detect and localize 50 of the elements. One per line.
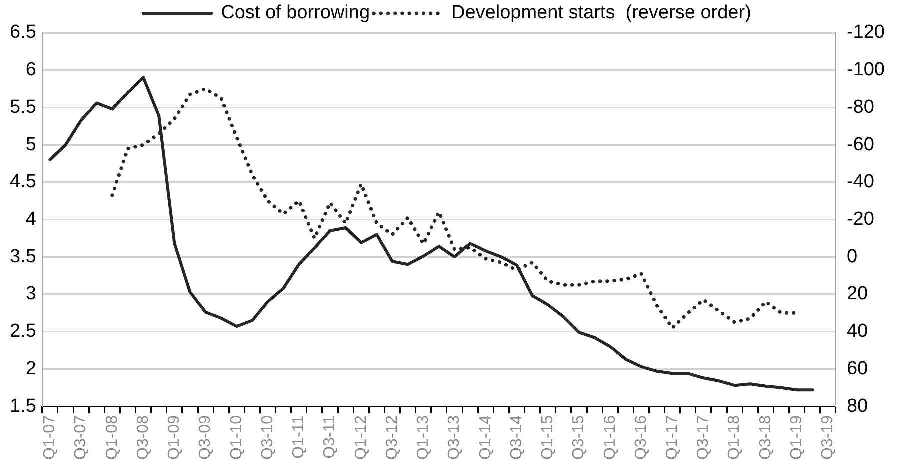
x-tick-label: Q1-19 — [788, 415, 806, 460]
y2-tick-label: -60 — [846, 134, 874, 156]
y-tick-label: 5 — [26, 134, 36, 156]
x-tick-label: Q1-18 — [726, 415, 744, 460]
x-tick-label: Q3-14 — [508, 415, 526, 460]
x-tick-label: Q3-17 — [695, 415, 712, 460]
y2-tick-label: 60 — [846, 358, 868, 380]
y-tick-label: 2 — [26, 358, 36, 380]
x-tick-label: Q1-07 — [42, 415, 59, 460]
y-tick-label: 4.5 — [10, 172, 36, 193]
y2-tick-label: 80 — [846, 396, 868, 417]
x-tick-label: Q3-19 — [820, 415, 837, 460]
x-tick-label: Q3-10 — [259, 415, 276, 460]
y-tick-label: 2.5 — [10, 321, 36, 342]
x-tick-label: Q3-18 — [757, 415, 774, 460]
y-tick-label: 3.5 — [10, 246, 36, 268]
x-tick-label: Q1-16 — [602, 415, 619, 460]
x-tick-label: Q1-11 — [290, 415, 308, 459]
y2-tick-label: -100 — [846, 60, 886, 81]
x-tick-label: Q3-16 — [632, 415, 650, 460]
y2-tick-label: -120 — [846, 22, 886, 44]
x-tick-label: Q1-14 — [477, 415, 494, 460]
y-tick-label: 5.5 — [10, 96, 36, 118]
x-tick-label: Q3-08 — [134, 415, 152, 460]
y-tick-label: 3 — [26, 284, 36, 305]
x-tick-label: Q3-07 — [72, 415, 90, 460]
y2-tick-label: 20 — [846, 284, 868, 305]
x-tick-label: Q1-12 — [352, 415, 370, 460]
y2-tick-label: -40 — [846, 172, 874, 193]
x-tick-label: Q1-13 — [415, 415, 432, 460]
legend-label: Cost of borrowing — [221, 2, 370, 24]
x-tick-label: Q3-09 — [197, 415, 214, 460]
y2-tick-label: 0 — [846, 246, 858, 268]
x-tick-label: Q1-17 — [664, 415, 681, 460]
x-tick-label: Q1-08 — [104, 415, 121, 460]
x-tick-label: Q3-12 — [384, 415, 401, 460]
x-tick-label: Q1-15 — [540, 415, 557, 460]
y2-tick-label: -20 — [846, 209, 874, 230]
x-tick-label: Q3-11 — [322, 415, 339, 459]
y2-tick-label: -80 — [846, 96, 874, 118]
y-tick-label: 6.5 — [10, 22, 36, 44]
y-tick-label: 6 — [26, 60, 36, 81]
y-tick-label: 4 — [26, 209, 37, 230]
legend-label: Development starts (reverse order) — [452, 2, 752, 24]
x-tick-label: Q3-15 — [570, 415, 588, 460]
x-tick-label: Q1-10 — [228, 415, 246, 460]
x-tick-label: Q3-13 — [446, 415, 464, 460]
x-tick-label: Q1-09 — [166, 415, 184, 460]
y-tick-label: 1.5 — [10, 396, 36, 417]
y2-tick-label: 40 — [846, 321, 868, 342]
